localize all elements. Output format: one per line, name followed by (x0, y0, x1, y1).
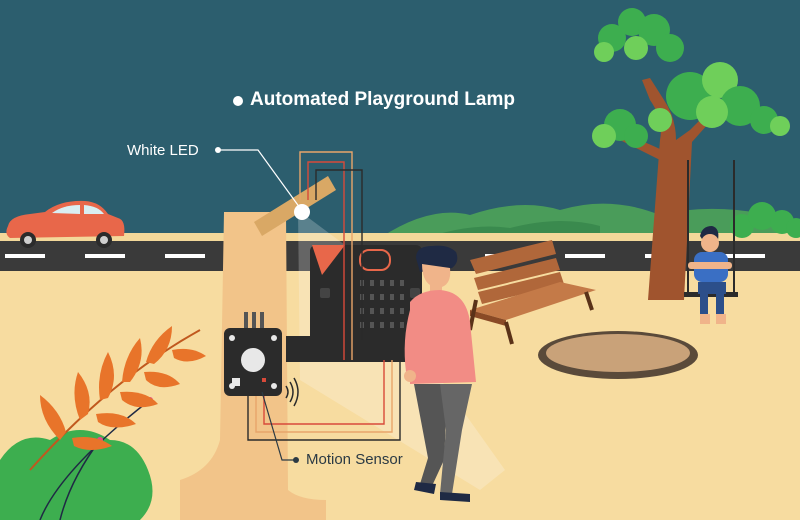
signal-waves (285, 377, 299, 407)
white-led-pointer (215, 147, 301, 209)
sandpit (538, 331, 698, 379)
child (688, 226, 732, 324)
motion-sensor-pointer (261, 391, 299, 463)
wires (247, 151, 401, 441)
white-led-label: White LED (127, 142, 199, 159)
motion-sensor-module (224, 312, 282, 396)
motion-sensor-label: Motion Sensor (306, 451, 403, 468)
diagram-title: Automated Playground Lamp (250, 89, 515, 110)
breakout-board (286, 336, 426, 362)
title-bullet (233, 96, 243, 106)
road-curb-top (0, 233, 800, 241)
swing (684, 160, 738, 297)
walking-person (404, 245, 476, 502)
white-led (294, 204, 310, 220)
tree (592, 8, 790, 300)
car (6, 200, 125, 248)
bush-right (730, 202, 800, 238)
bench (468, 240, 596, 345)
autumn-branch (29, 326, 206, 471)
